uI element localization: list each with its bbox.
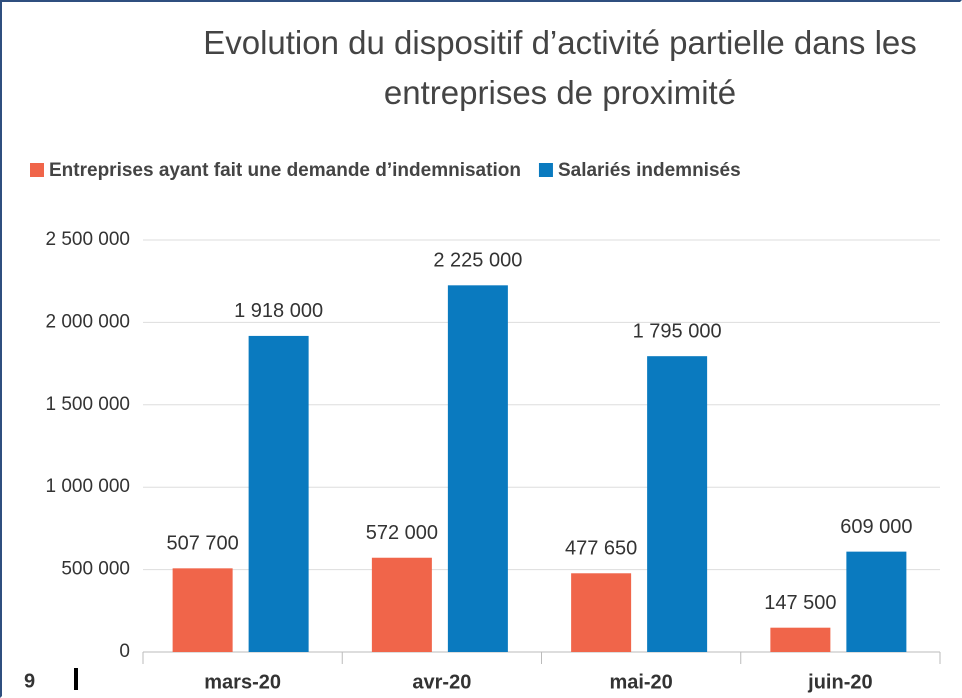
chart-title: Evolution du dispositif d’activité parti… [203, 24, 917, 111]
y-tick-label: 0 [119, 641, 130, 662]
legend-swatch [538, 163, 553, 177]
bar [571, 573, 632, 652]
x-tick-label: juin-20 [807, 671, 872, 693]
data-label: 147 500 [764, 592, 836, 614]
bar [846, 551, 907, 652]
data-label: 1 795 000 [633, 320, 722, 342]
x-tick-label: avr-20 [412, 671, 471, 693]
y-tick-label: 1 000 000 [45, 476, 130, 497]
bar [447, 285, 508, 652]
y-tick-label: 2 500 000 [45, 229, 130, 250]
data-label: 572 000 [366, 522, 438, 544]
x-tick-label: mars-20 [204, 671, 281, 693]
data-label: 609 000 [840, 516, 912, 538]
bar [172, 568, 233, 652]
data-label: 477 650 [565, 538, 637, 560]
legend-label: Salariés indemnisés [558, 160, 741, 181]
y-tick-label: 2 000 000 [45, 311, 130, 332]
legend-swatch [30, 163, 44, 177]
page-number: 9 [24, 670, 35, 692]
y-tick-label: 500 000 [61, 559, 130, 580]
bar [647, 356, 708, 652]
x-tick-label: mai-20 [609, 671, 672, 693]
legend-label: Entreprises ayant fait une demande d’ind… [49, 160, 521, 181]
data-label: 1 918 000 [234, 300, 323, 322]
bar [770, 627, 831, 652]
data-label: 507 700 [166, 533, 238, 555]
data-label: 2 225 000 [433, 250, 522, 272]
bar [371, 557, 432, 652]
y-tick-label: 1 500 000 [45, 394, 130, 415]
page-marker [74, 668, 78, 690]
bar [248, 335, 309, 652]
